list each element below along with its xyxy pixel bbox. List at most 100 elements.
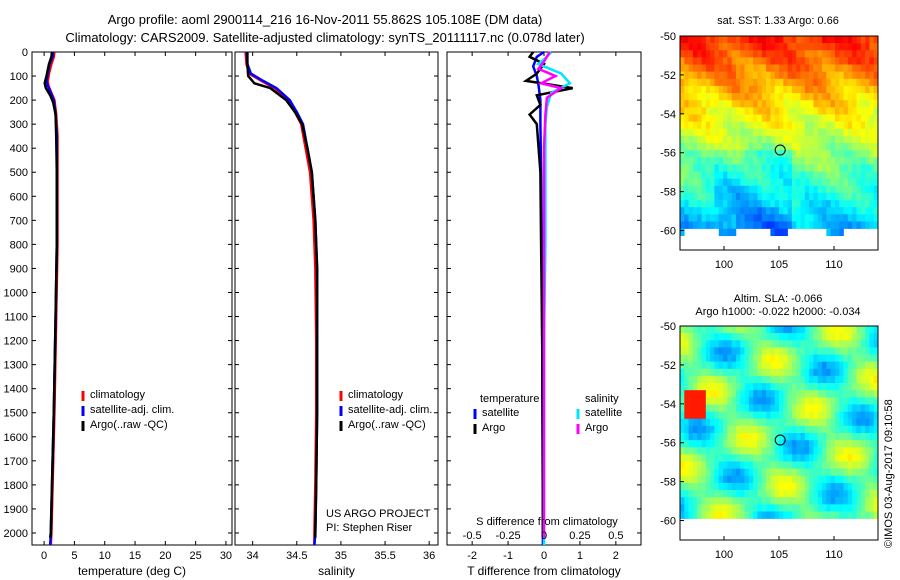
sla-map-cell bbox=[697, 433, 702, 441]
sla-map-cell bbox=[813, 383, 819, 391]
sla-map-cell bbox=[680, 383, 685, 391]
sst-map-cell bbox=[852, 150, 857, 158]
sst-map-cell bbox=[774, 100, 780, 108]
sst-map-cell bbox=[710, 114, 715, 122]
sla-map-cell bbox=[697, 511, 702, 519]
sla-map-cell bbox=[766, 433, 771, 441]
sst-map-cell bbox=[757, 36, 763, 44]
sst-map-cell bbox=[791, 171, 797, 179]
sst-map-cell bbox=[830, 114, 836, 122]
sst-map-cell bbox=[697, 71, 702, 80]
sla-map-cell bbox=[791, 511, 797, 519]
sst-map-cell bbox=[804, 43, 810, 51]
sst-map-cell bbox=[705, 164, 711, 172]
sla-map-cell bbox=[817, 383, 823, 391]
sst-map-cell bbox=[826, 200, 831, 208]
sla-map-cell bbox=[809, 440, 814, 448]
sla-map-cell bbox=[869, 361, 874, 370]
sst-map-cell bbox=[830, 85, 836, 94]
sst-map-cell bbox=[847, 207, 853, 215]
sst-map-cell bbox=[869, 171, 874, 179]
sla-map-cell bbox=[804, 383, 810, 391]
sst-map-cell bbox=[688, 157, 694, 165]
sla-map-cell bbox=[697, 454, 702, 462]
sst-map-cell bbox=[873, 171, 879, 179]
sla-map-cell bbox=[680, 490, 685, 498]
sla-map-cell bbox=[727, 404, 732, 412]
sst-map-cell bbox=[856, 171, 862, 179]
sla-map-cell bbox=[735, 361, 741, 370]
sla-map-cell bbox=[710, 482, 715, 491]
sla-map-cell bbox=[804, 497, 810, 505]
sst-map-cell bbox=[839, 93, 844, 101]
sst-map-cell bbox=[753, 207, 758, 215]
sla-map-cell bbox=[757, 418, 763, 427]
sla-map-cell bbox=[779, 497, 784, 505]
sst-map-cell bbox=[791, 93, 797, 101]
sla-map-cell bbox=[744, 482, 750, 491]
sst-map-cell bbox=[809, 171, 814, 179]
sla-map-cell bbox=[779, 411, 784, 420]
sla-map-cell bbox=[748, 411, 754, 420]
sla-map-cell bbox=[800, 433, 806, 441]
sst-map-cell bbox=[843, 185, 849, 194]
sst-map-cell bbox=[680, 107, 685, 115]
sla-map-cell bbox=[847, 333, 853, 341]
sst-map-cell bbox=[809, 207, 814, 215]
sla-map-cell bbox=[791, 368, 797, 377]
sst-map-cell bbox=[809, 93, 814, 101]
sla-map-cell bbox=[748, 511, 754, 519]
sla-map-cell bbox=[852, 390, 857, 398]
sla-map-cell bbox=[839, 361, 844, 370]
sla-map-cell bbox=[796, 490, 801, 498]
depth-tick-label: 200 bbox=[10, 95, 28, 107]
sla-map-cell bbox=[847, 433, 853, 441]
sst-map-cell bbox=[787, 214, 793, 222]
sla-map-cell bbox=[748, 447, 754, 455]
difference-panel-xtick-label: -1 bbox=[503, 550, 513, 562]
sla-map-cell bbox=[727, 375, 732, 384]
sla-map-cell bbox=[740, 354, 745, 362]
sst-map-cell bbox=[817, 157, 823, 165]
sst-map-cell bbox=[705, 64, 711, 72]
sst-map-cell bbox=[791, 64, 797, 72]
sla-map-cell bbox=[680, 475, 685, 484]
sst-map-cell bbox=[830, 135, 836, 144]
sst-map-cell bbox=[873, 36, 879, 44]
sst-map-cell bbox=[735, 85, 741, 94]
temperature-panel-xlabel: temperature (deg C) bbox=[78, 564, 186, 578]
sst-map-cell bbox=[869, 150, 874, 158]
sla-map-cell bbox=[787, 475, 793, 484]
sla-map-cell bbox=[791, 482, 797, 491]
sst-map-cell bbox=[826, 228, 831, 237]
sla-map-cell bbox=[834, 447, 840, 455]
sst-map-cell bbox=[809, 185, 814, 194]
sst-map-cell bbox=[860, 207, 866, 215]
sla-map-cell bbox=[774, 475, 780, 484]
sla-map-cell bbox=[766, 511, 771, 519]
sla-map-cell bbox=[813, 347, 819, 355]
sst-map-cell bbox=[817, 64, 823, 72]
sla-map-cell bbox=[809, 390, 814, 398]
sst-map-ytick-label: -58 bbox=[660, 187, 676, 199]
sla-map-cell bbox=[692, 404, 698, 412]
sst-map-cell bbox=[834, 71, 840, 80]
sst-map-cell bbox=[718, 143, 724, 151]
sst-map-cell bbox=[774, 128, 780, 137]
sla-map-cell bbox=[779, 354, 784, 362]
sla-map-cell bbox=[865, 497, 870, 505]
sst-map-cell bbox=[779, 164, 784, 172]
sla-map-cell bbox=[843, 368, 849, 377]
sst-map-cell bbox=[847, 114, 853, 122]
sst-map-cell bbox=[714, 71, 720, 80]
sla-map-cell bbox=[757, 361, 763, 370]
sst-map-cell bbox=[770, 221, 775, 229]
sla-map-cell bbox=[791, 383, 797, 391]
sla-map-cell bbox=[779, 490, 784, 498]
sst-map-cell bbox=[774, 164, 780, 172]
sst-map-cell bbox=[770, 50, 775, 58]
sla-map-cell bbox=[727, 461, 732, 469]
sla-map-cell bbox=[809, 333, 814, 341]
difference-panel-series-line bbox=[522, 51, 573, 538]
sst-map-cell bbox=[718, 192, 724, 201]
